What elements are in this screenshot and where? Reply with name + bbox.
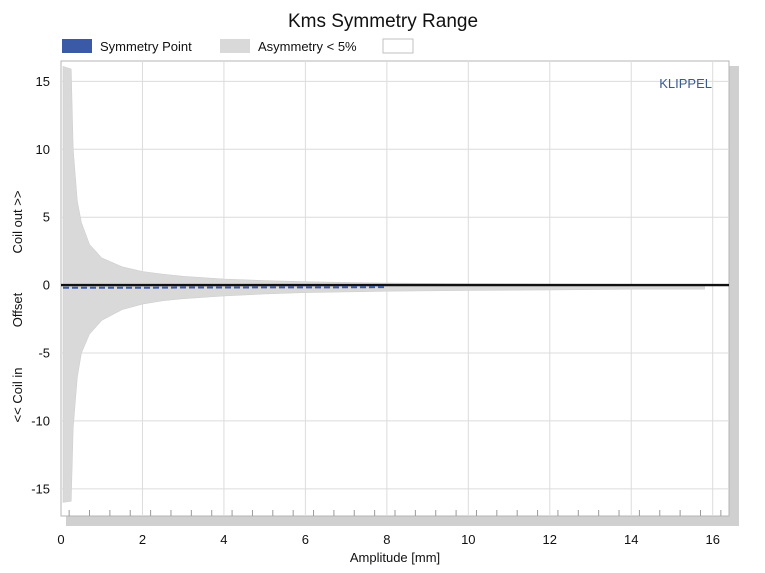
y-tick-labels: -15 -10 -5 0 5 10 15 bbox=[31, 74, 50, 496]
klippel-watermark: KLIPPEL bbox=[659, 76, 712, 91]
y-tick-label-0: 0 bbox=[43, 278, 50, 293]
legend-label-0: Symmetry Point bbox=[100, 39, 192, 54]
x-axis-label: Amplitude [mm] bbox=[350, 550, 440, 565]
y-tick-label--15: -15 bbox=[31, 481, 50, 496]
y-tick-label-5: 5 bbox=[43, 210, 50, 225]
chart-title: Kms Symmetry Range bbox=[288, 11, 478, 32]
x-tick-label-14: 14 bbox=[624, 532, 638, 547]
legend-item-2 bbox=[382, 38, 414, 54]
legend-swatch-1 bbox=[220, 39, 250, 53]
plot-shadow-bottom bbox=[66, 516, 739, 526]
x-tick-label-0: 0 bbox=[57, 532, 64, 547]
legend: Symmetry Point Asymmetry < 5% bbox=[62, 38, 414, 54]
legend-label-1: Asymmetry < 5% bbox=[258, 39, 357, 54]
y-axis-label-offset: Offset bbox=[10, 292, 25, 327]
x-tick-label-10: 10 bbox=[461, 532, 475, 547]
x-tick-label-8: 8 bbox=[383, 532, 390, 547]
y-axis-label-coil-out: Coil out >> bbox=[10, 191, 25, 254]
x-tick-label-16: 16 bbox=[705, 532, 719, 547]
legend-item-0: Symmetry Point bbox=[62, 39, 192, 54]
legend-swatch-0 bbox=[62, 39, 92, 53]
y-axis-label: << Coil in Offset Coil out >> bbox=[10, 191, 25, 423]
x-tick-label-2: 2 bbox=[139, 532, 146, 547]
legend-item-1: Asymmetry < 5% bbox=[220, 39, 357, 54]
legend-swatch-2 bbox=[382, 38, 414, 54]
y-tick-label-10: 10 bbox=[36, 142, 50, 157]
x-tick-label-6: 6 bbox=[302, 532, 309, 547]
plot-shadow-right bbox=[729, 66, 739, 526]
x-tick-label-12: 12 bbox=[543, 532, 557, 547]
x-tick-label-4: 4 bbox=[220, 532, 227, 547]
y-tick-label--5: -5 bbox=[38, 346, 50, 361]
y-axis-label-coil-in: << Coil in bbox=[10, 368, 25, 423]
y-tick-label--10: -10 bbox=[31, 413, 50, 428]
x-tick-labels: 0 2 4 6 8 10 12 14 16 bbox=[57, 532, 720, 547]
y-tick-label-15: 15 bbox=[36, 74, 50, 89]
minor-ticks bbox=[68, 510, 722, 516]
